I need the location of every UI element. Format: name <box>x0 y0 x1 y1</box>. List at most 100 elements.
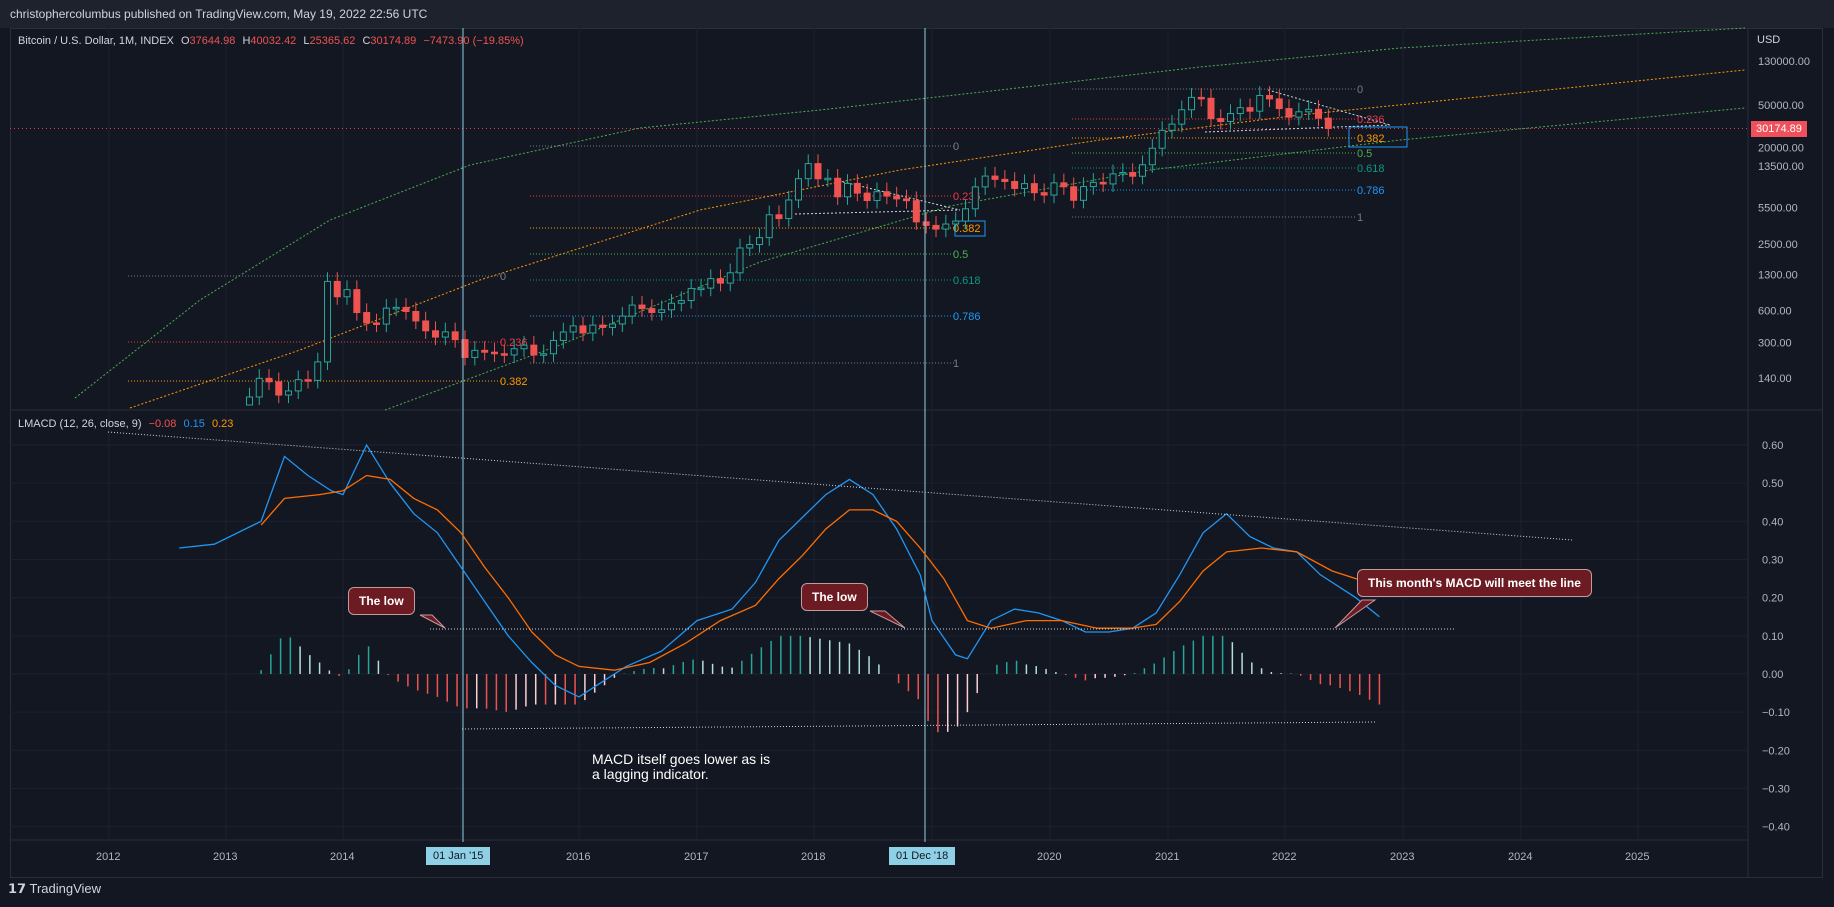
candle-body <box>530 344 538 356</box>
candle-body <box>981 175 989 188</box>
candle-body <box>246 396 253 406</box>
currency-label: USD <box>1757 34 1781 46</box>
candle-body <box>1030 183 1038 194</box>
macd-tick-label: 0.10 <box>1762 631 1783 643</box>
fib-level-label: 1 <box>953 358 959 370</box>
publish-info: christophercolumbus published on Trading… <box>10 7 428 21</box>
time-tick-label: 2016 <box>566 851 590 863</box>
time-tick-label: 2014 <box>330 851 354 863</box>
fib-level-label: 0.618 <box>953 275 981 287</box>
candle-body <box>1139 164 1146 177</box>
price-tick-label: 140.00 <box>1758 373 1792 385</box>
candle-body <box>343 289 351 298</box>
candle-body <box>618 315 626 325</box>
symbol-label: Bitcoin / U.S. Dollar, 1M, INDEX <box>18 35 174 47</box>
time-tick-label: 2023 <box>1390 851 1414 863</box>
tradingview-logo-icon: 𝟭𝟳 <box>8 881 27 896</box>
candle-body <box>707 278 715 289</box>
macd-tick-label: 0.00 <box>1762 669 1783 681</box>
candle-body <box>1080 186 1087 201</box>
candle-body <box>481 349 489 353</box>
candle-body <box>844 182 851 198</box>
candle-body <box>1178 109 1186 125</box>
candle-body <box>1021 183 1028 189</box>
brand-name: TradingView <box>29 881 102 896</box>
candle-body <box>1207 97 1215 120</box>
pattern-line <box>1204 124 1391 133</box>
candle-body <box>559 331 567 341</box>
candle-body <box>668 302 675 311</box>
macd-tick-label: 0.40 <box>1762 516 1783 528</box>
macd-tick-label: 0.50 <box>1762 478 1783 490</box>
callout-pointer <box>869 610 906 629</box>
candle-body <box>1070 186 1078 201</box>
candle-body <box>717 278 724 284</box>
candle-body <box>441 331 449 338</box>
candle-body <box>922 221 930 226</box>
candle-body <box>677 300 685 304</box>
candle-body <box>638 304 646 310</box>
candle-body <box>1060 182 1068 188</box>
price-tick-label: 600.00 <box>1758 305 1792 317</box>
price-tick-label: 300.00 <box>1758 338 1792 350</box>
tradingview-brand[interactable]: 𝟭𝟳 TradingView <box>8 881 101 897</box>
candle-body <box>1050 182 1058 196</box>
callout-pointer <box>1334 599 1377 629</box>
candle-body <box>412 311 420 322</box>
candle-body <box>814 163 822 180</box>
candle-body <box>795 178 802 201</box>
candle-body <box>1119 172 1127 175</box>
candle-body <box>402 306 410 313</box>
macd-value-2: 0.15 <box>183 418 205 430</box>
candle-body <box>609 323 616 328</box>
close-label: C <box>362 35 371 47</box>
fib-level-label: 0.382 <box>500 376 528 388</box>
candle-body <box>834 177 842 198</box>
candle-body <box>628 304 636 317</box>
low-value: 25365.62 <box>309 35 356 47</box>
fib-level-label: 0 <box>953 141 959 153</box>
candle-body <box>1305 108 1313 113</box>
candle-body <box>275 381 283 396</box>
candle-body <box>265 377 273 383</box>
macd-tick-label: 0.60 <box>1762 440 1783 452</box>
candle-body <box>1040 192 1048 196</box>
macd-tick-label: −0.40 <box>1762 822 1790 834</box>
candle-body <box>1315 108 1322 119</box>
candle-body <box>903 198 910 202</box>
candle-body <box>1197 96 1205 100</box>
candle-body <box>853 182 861 194</box>
candle-body <box>540 353 548 356</box>
time-tick-label: 2020 <box>1037 851 1061 863</box>
price-tick-label: 5500.00 <box>1758 203 1798 215</box>
candle-body <box>382 307 390 325</box>
candle-body <box>824 177 832 181</box>
candle-body <box>285 390 292 396</box>
candle-body <box>333 280 341 298</box>
publish-bar: christophercolumbus published on Trading… <box>0 0 1834 28</box>
open-value: 37644.98 <box>189 35 236 47</box>
candle-body <box>392 306 400 310</box>
candle-body <box>746 244 754 249</box>
callout-low-2018: The low <box>801 583 868 611</box>
candle-body <box>432 330 439 338</box>
pattern-line <box>794 209 961 215</box>
change-value: −7473.90 (−19.85%) <box>423 35 524 47</box>
candle-body <box>1227 113 1234 123</box>
candle-body <box>255 377 263 398</box>
candle-body <box>775 214 783 220</box>
candle-body <box>324 280 331 363</box>
candle-body <box>550 339 557 355</box>
pattern-line <box>1267 89 1391 126</box>
macd-tick-label: 0.30 <box>1762 555 1783 567</box>
price-tick-label: 2500.00 <box>1758 239 1798 251</box>
date-tag-2018: 01 Dec '18 <box>889 847 956 865</box>
candle-body <box>1256 95 1264 112</box>
candle-body <box>912 200 920 223</box>
lows-line <box>461 721 1376 730</box>
candle-body <box>363 312 371 324</box>
candle-body <box>353 289 361 314</box>
time-tick-label: 2013 <box>213 851 237 863</box>
fib-level-label: 1 <box>1357 212 1363 224</box>
